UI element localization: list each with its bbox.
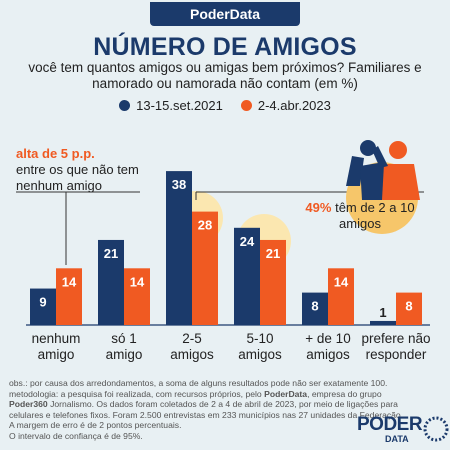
footer-methodology: metodologia: a pesquisa foi realizada, c…	[9, 389, 409, 431]
category-label: nenhum	[32, 331, 81, 346]
category-label: responder	[366, 347, 427, 362]
category-label: 5-10	[246, 331, 273, 346]
bar-value-label: 21	[104, 246, 118, 261]
bar-2021-3	[234, 227, 260, 325]
legend-item-2021: 13-15.set.2021	[119, 96, 223, 114]
category-label: + de 10	[305, 331, 350, 346]
annotation-left-highlight: alta de 5 p.p.	[16, 146, 95, 161]
brand-badge: PoderData	[150, 2, 300, 26]
bar-value-label: 24	[240, 234, 255, 249]
category-label: prefere não	[361, 331, 430, 346]
footer-method-e: Jornalismo. Os dados foram coletados de …	[9, 399, 404, 431]
category-label: só 1	[111, 331, 137, 346]
bar-2021-1	[98, 239, 124, 325]
legend: 13-15.set.2021 2-4.abr.2023	[0, 96, 450, 114]
bar-2023-5	[396, 292, 422, 325]
bar-value-label: 8	[311, 299, 318, 314]
annotation-right-highlight: 49%	[305, 200, 332, 215]
bar-value-label: 28	[198, 218, 212, 233]
bar-2021-2	[166, 171, 192, 325]
chart-subtitle: você tem quantos amigos ou amigas bem pr…	[28, 60, 422, 91]
category-label: amigos	[170, 347, 214, 362]
bar-2021-0	[30, 288, 56, 325]
bar-2023-1	[124, 268, 150, 325]
annotation-left: alta de 5 p.p. entre os que não tem nenh…	[16, 146, 166, 194]
logo-sunburst-icon	[423, 416, 449, 442]
bar-value-label: 9	[39, 295, 46, 310]
category-label: 2-5	[182, 331, 202, 346]
category-label: amigos	[238, 347, 282, 362]
logo-text: PODER	[357, 414, 423, 435]
footer-method-c: , empresa do grupo	[307, 388, 382, 399]
category-label: amigo	[38, 347, 75, 362]
bar-2023-2	[192, 211, 218, 325]
bar-value-label: 14	[130, 274, 145, 289]
bar-2021-5	[370, 320, 396, 325]
legend-swatch-2021	[119, 99, 131, 111]
bar-value-label: 14	[62, 274, 77, 289]
category-label: amigos	[306, 347, 350, 362]
annotation-right: 49% têm de 2 a 10 amigos	[300, 200, 420, 232]
legend-label-2023: 2-4.abr.2023	[257, 97, 331, 113]
bar-value-label: 21	[266, 246, 280, 261]
legend-item-2023: 2-4.abr.2023	[240, 96, 331, 114]
bar-2023-3	[260, 239, 286, 325]
footer-confidence: O intervalo de confiança é de 95%.	[9, 430, 143, 441]
annotation-left-text: entre os que não tem nenhum amigo	[16, 162, 139, 193]
legend-label-2021: 13-15.set.2021	[136, 97, 223, 113]
footer-method-d: Poder360	[9, 399, 48, 410]
friends-illustration	[346, 140, 420, 234]
bar-value-label: 8	[405, 299, 412, 314]
bar-2023-4	[328, 268, 354, 325]
annotation-right-text: têm de 2 a 10 amigos	[335, 200, 415, 231]
bar-2021-4	[302, 292, 328, 325]
logo-subtext: DATA	[385, 434, 409, 444]
footer-method-a: metodologia: a pesquisa foi realizada, c…	[9, 388, 265, 399]
bar-value-label: 38	[172, 177, 186, 192]
poderdata-logo: PODER DATA	[357, 414, 449, 448]
bar-value-label: 14	[334, 274, 349, 289]
bar-2023-0	[56, 268, 82, 325]
footer-obs: obs.: por causa dos arredondamentos, a s…	[9, 378, 388, 388]
category-label: amigo	[106, 347, 143, 362]
legend-swatch-2023	[240, 99, 252, 111]
footer-notes: obs.: por causa dos arredondamentos, a s…	[9, 378, 409, 442]
chart-title: NÚMERO DE AMIGOS	[93, 33, 357, 61]
footer-method-b: PoderData	[264, 388, 308, 399]
bar-value-label: 1	[379, 305, 386, 320]
